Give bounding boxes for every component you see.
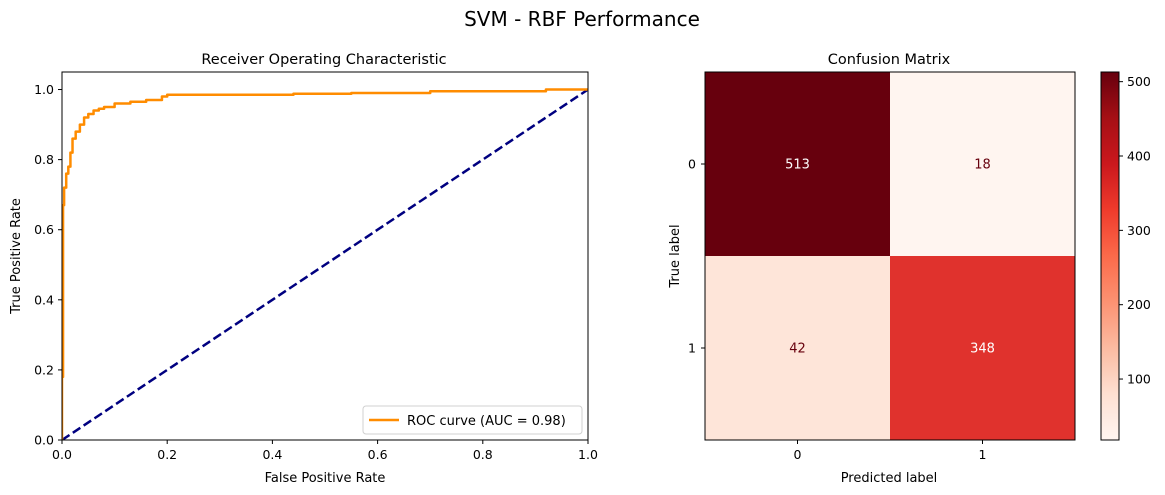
roc-ylabel: True Positive Rate <box>9 198 24 315</box>
roc-ytick-label: 0.8 <box>34 152 54 167</box>
cm-ylabel: True label <box>668 224 683 288</box>
cm-cell-value: 348 <box>970 342 995 357</box>
cm-cell <box>705 256 890 440</box>
confusion-matrix-chart: Confusion Matrix 513 18 42 348 0 1 0 1 Predict… <box>668 52 1076 486</box>
cm-cell-group: 513 18 42 348 <box>705 72 1075 440</box>
colorbar-tick-label: 200 <box>1127 297 1151 312</box>
colorbar-tick-label: 300 <box>1127 223 1151 238</box>
roc-ytick-label: 0.6 <box>34 222 54 237</box>
roc-ytick-label: 0.4 <box>34 292 54 307</box>
roc-legend: ROC curve (AUC = 0.98) <box>362 405 583 435</box>
cm-cell <box>705 72 890 256</box>
roc-xtick-label: 0.8 <box>473 447 493 462</box>
roc-xtick-label: 1.0 <box>578 447 598 462</box>
roc-xlabel: False Positive Rate <box>265 471 386 486</box>
roc-chart: Receiver Operating Characteristic 0.0 0.2… <box>9 52 598 486</box>
cm-tick-group: 0 1 0 1 <box>688 157 986 463</box>
roc-ytick-label: 1.0 <box>34 82 54 97</box>
colorbar: 100 200 300 400 500 <box>1100 71 1151 441</box>
colorbar-gradient <box>1100 71 1120 441</box>
roc-series-group <box>62 88 588 440</box>
cm-ytick-label: 0 <box>688 157 696 172</box>
colorbar-tick-group: 100 200 300 400 500 <box>1119 74 1151 387</box>
cm-cell <box>890 256 1075 440</box>
roc-ytick-label: 0.2 <box>34 362 54 377</box>
cm-cell-value: 513 <box>785 158 810 173</box>
cm-xlabel: Predicted label <box>841 471 938 486</box>
cm-ytick-label: 1 <box>688 341 696 356</box>
colorbar-tick-label: 400 <box>1127 149 1151 164</box>
roc-ytick-label: 0.0 <box>34 433 54 448</box>
roc-title: Receiver Operating Characteristic <box>201 52 446 68</box>
roc-xtick-label: 0.2 <box>157 447 177 462</box>
roc-tick-group: 0.0 0.2 0.4 0.6 0.8 1.0 0.0 0.2 0.4 0.6 0.8 1.0 <box>34 82 598 462</box>
roc-xtick-label: 0.0 <box>52 447 72 462</box>
roc-legend-box <box>362 405 583 435</box>
cm-cell <box>890 72 1075 256</box>
cm-xtick-label: 0 <box>794 447 802 462</box>
cm-cell-value: 42 <box>789 342 806 357</box>
cm-xtick-label: 1 <box>979 447 987 462</box>
colorbar-tick-label: 500 <box>1127 74 1151 89</box>
roc-curve-line <box>62 88 588 440</box>
roc-xtick-label: 0.4 <box>262 447 282 462</box>
cm-cell-value: 18 <box>974 158 991 173</box>
colorbar-tick-label: 100 <box>1127 372 1151 387</box>
cm-title: Confusion Matrix <box>828 52 951 68</box>
figure-title: SVM - RBF Performance <box>464 7 700 31</box>
roc-xtick-label: 0.6 <box>368 447 388 462</box>
cm-plot-frame <box>704 71 1076 441</box>
roc-chance-line <box>62 88 588 440</box>
roc-legend-label: ROC curve (AUC = 0.98) <box>407 414 566 429</box>
roc-plot-frame <box>61 71 589 441</box>
